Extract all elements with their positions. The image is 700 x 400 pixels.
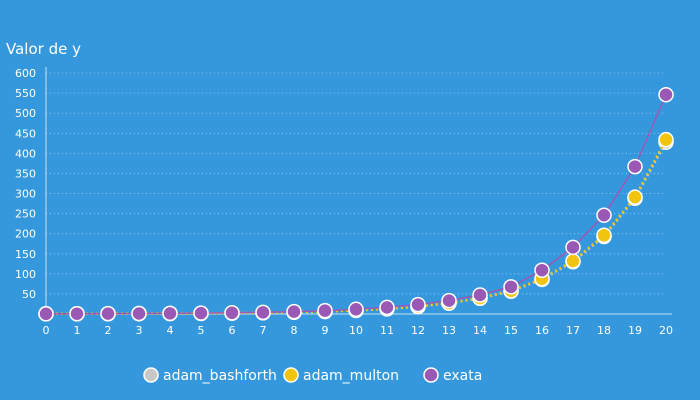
y-tick-label: 50 — [22, 288, 36, 301]
x-tick-label: 11 — [380, 324, 394, 337]
y-tick-label: 200 — [15, 228, 36, 241]
legend-label: exata — [443, 368, 482, 384]
legend-item-adam_bashforth[interactable]: adam_bashforth — [143, 367, 277, 384]
x-tick-label: 18 — [597, 324, 611, 337]
data-point-adam_multon[interactable] — [658, 131, 674, 148]
data-point-exata[interactable] — [286, 303, 302, 320]
data-point-exata[interactable] — [348, 301, 364, 318]
x-tick-label: 4 — [167, 324, 174, 337]
data-point-exata[interactable] — [472, 287, 488, 303]
data-point-exata[interactable] — [193, 305, 209, 321]
data-point-exata[interactable] — [534, 262, 550, 278]
x-tick-label: 17 — [566, 324, 580, 337]
x-tick-label: 14 — [473, 324, 487, 337]
legend-marker — [283, 367, 299, 383]
x-tick-label: 3 — [136, 324, 143, 337]
data-point-exata[interactable] — [441, 292, 457, 309]
y-tick-label: 300 — [15, 188, 36, 201]
series-layer — [38, 86, 674, 322]
x-tick-label: 20 — [659, 324, 673, 337]
x-tick-label: 12 — [411, 324, 425, 337]
data-point-adam_multon[interactable] — [627, 189, 643, 205]
data-point-exata[interactable] — [224, 305, 240, 321]
data-point-adam_multon[interactable] — [565, 253, 581, 269]
y-tick-label: 550 — [15, 87, 36, 100]
legend[interactable]: adam_bashforth adam_multon exata — [143, 367, 482, 384]
data-point-exata[interactable] — [131, 305, 147, 322]
data-point-exata[interactable] — [100, 305, 116, 322]
grid-layer — [46, 72, 666, 295]
x-tick-label: 2 — [105, 324, 112, 337]
data-point-exata[interactable] — [162, 305, 178, 322]
y-tick-label: 350 — [15, 167, 36, 180]
x-tick-label: 19 — [628, 324, 642, 337]
data-point-exata[interactable] — [596, 207, 612, 223]
y-tick-label: 250 — [15, 208, 36, 221]
series-line-adam_bashforth — [46, 141, 668, 316]
data-point-exata[interactable] — [38, 306, 54, 322]
x-tick-label: 7 — [260, 324, 267, 337]
series-exata — [38, 86, 674, 322]
x-tick-label: 13 — [442, 324, 456, 337]
series-line-adam_multon — [46, 139, 668, 316]
data-point-exata[interactable] — [317, 302, 333, 319]
x-tick-label: 15 — [504, 324, 518, 337]
legend-label: adam_multon — [303, 368, 399, 384]
x-tick-label: 10 — [349, 324, 363, 337]
series-line-exata — [45, 94, 667, 315]
legend-item-exata[interactable]: exata — [423, 367, 482, 384]
series-adam_bashforth — [38, 134, 674, 322]
legend-item-adam_multon[interactable]: adam_multon — [283, 367, 399, 384]
y-tick-label: 450 — [15, 127, 36, 140]
data-point-exata[interactable] — [503, 279, 519, 295]
y-tick-label: 400 — [15, 147, 36, 160]
data-point-exata[interactable] — [379, 299, 395, 316]
y-tick-label: 150 — [15, 248, 36, 261]
legend-label: adam_bashforth — [163, 368, 277, 384]
y-tick-label: 600 — [15, 67, 36, 80]
data-point-exata[interactable] — [627, 158, 643, 175]
data-point-exata[interactable] — [255, 304, 271, 321]
y-tick-label: 100 — [15, 268, 36, 281]
data-point-adam_multon[interactable] — [596, 227, 612, 244]
data-point-exata[interactable] — [410, 296, 426, 313]
data-point-exata[interactable] — [658, 86, 674, 103]
legend-marker — [423, 367, 439, 383]
data-point-exata[interactable] — [69, 305, 85, 322]
y-axis-title: Valor de y — [6, 40, 81, 58]
x-tick-label: 9 — [322, 324, 329, 337]
x-tick-label: 6 — [229, 324, 236, 337]
x-tick-label: 1 — [74, 324, 81, 337]
x-tick-label: 0 — [43, 324, 50, 337]
x-tick-label: 8 — [291, 324, 298, 337]
x-tick-label: 16 — [535, 324, 549, 337]
y-tick-label: 500 — [15, 107, 36, 120]
data-point-exata[interactable] — [565, 239, 581, 256]
legend-marker — [143, 367, 159, 383]
series-adam_multon — [38, 131, 674, 322]
x-tick-label: 5 — [198, 324, 205, 337]
